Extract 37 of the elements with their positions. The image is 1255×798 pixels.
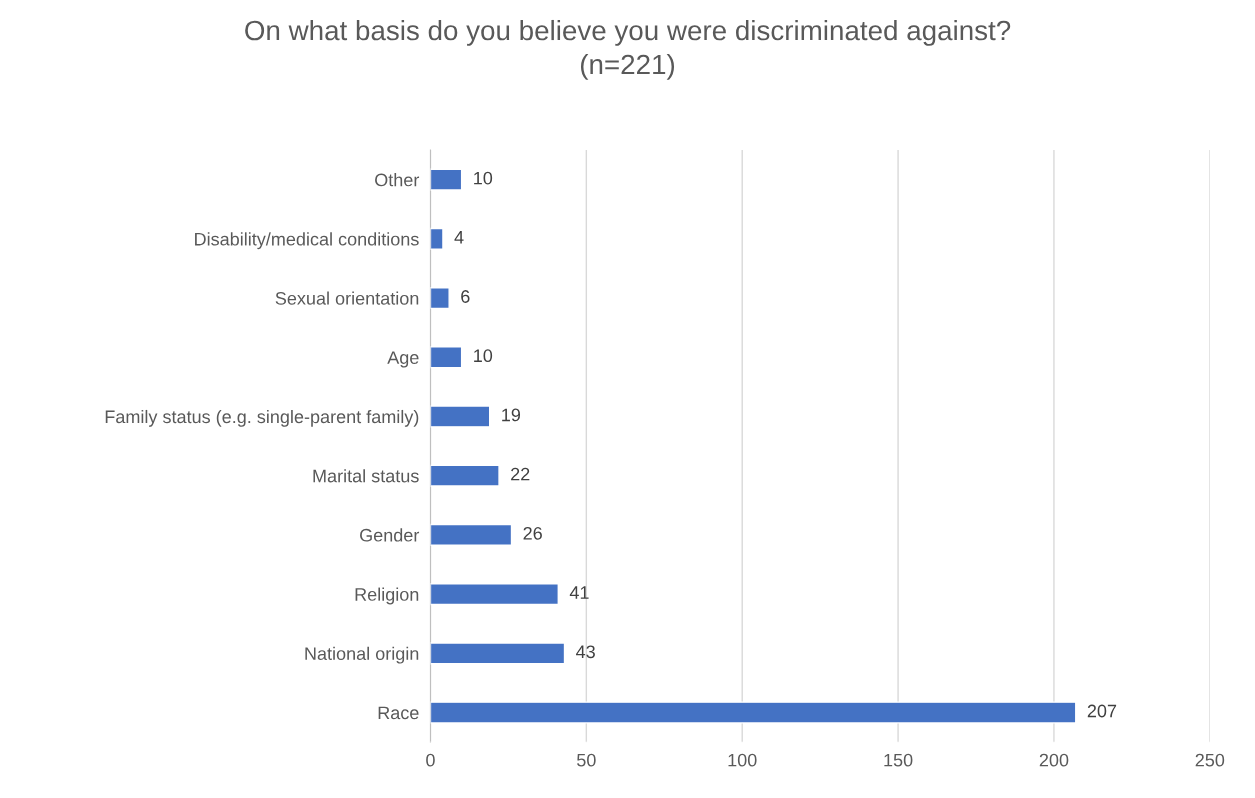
data-label: 207 <box>1087 704 1117 718</box>
x-tick-label: 0 <box>426 753 435 767</box>
data-label: 43 <box>576 645 595 659</box>
bar <box>430 346 463 369</box>
bar <box>430 523 513 546</box>
x-tick-label: 250 <box>1195 753 1225 767</box>
x-tick-label: 150 <box>884 753 913 767</box>
y-tick-label: Disability/medical conditions <box>195 232 419 250</box>
bar <box>430 701 1077 724</box>
bar <box>430 583 559 606</box>
data-label: 41 <box>569 586 589 599</box>
data-label: 4 <box>454 231 464 244</box>
y-tick-label: Other <box>375 173 420 187</box>
bar <box>430 286 450 310</box>
data-label: 26 <box>523 526 542 540</box>
y-tick-label: Sexual orientation <box>275 291 419 305</box>
x-tick-label: 50 <box>577 753 596 767</box>
chart-title: On what basis do you believe you were discriminated against? (n=221) <box>245 19 1011 80</box>
y-tick-label: Age <box>387 351 419 368</box>
bar <box>430 227 444 250</box>
bar <box>430 464 500 487</box>
y-tick-label: National origin <box>305 646 419 664</box>
data-label: 10 <box>474 349 493 363</box>
data-label: 10 <box>474 171 493 185</box>
bar <box>430 405 491 428</box>
y-tick-label: Race <box>378 706 419 720</box>
bar <box>430 642 566 665</box>
data-label: 19 <box>502 408 521 422</box>
y-tick-label: Religion <box>355 587 419 605</box>
y-tick-label: Family status (e.g. single-parent family) <box>105 409 419 427</box>
y-tick-label: Gender <box>360 528 420 542</box>
x-tick-label: 200 <box>1039 753 1069 767</box>
x-tick-label: 100 <box>728 753 757 767</box>
data-label: 6 <box>461 290 470 303</box>
bar <box>430 168 463 191</box>
y-tick-label: Marital status <box>313 469 419 483</box>
data-label: 22 <box>511 467 530 481</box>
